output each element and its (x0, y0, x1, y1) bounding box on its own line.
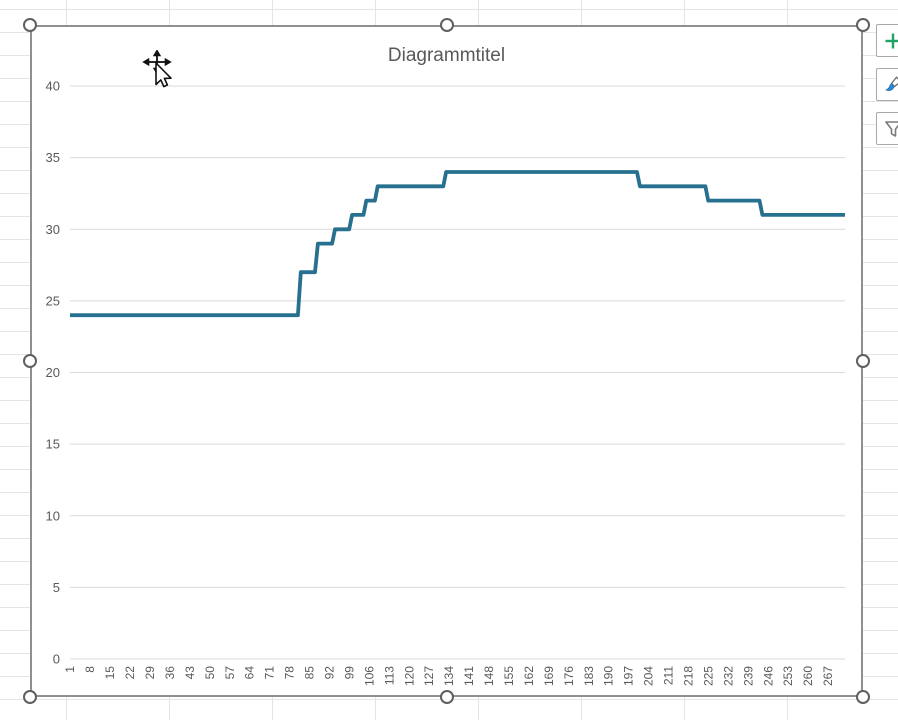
y-axis-tick-label: 15 (46, 437, 60, 452)
x-axis-tick-label: 8 (83, 666, 97, 673)
chart-filters-button[interactable] (876, 112, 898, 145)
x-axis-tick-label: 176 (562, 666, 576, 686)
resize-handle-top-right[interactable] (856, 18, 870, 32)
x-axis-tick-label: 15 (103, 666, 117, 680)
x-axis-tick-label: 246 (761, 666, 775, 686)
x-axis-tick-label: 148 (482, 666, 496, 686)
x-axis-tick-label: 71 (263, 666, 277, 680)
x-axis-tick-label: 36 (163, 666, 177, 680)
x-axis-tick-label: 43 (183, 666, 197, 680)
chart-title[interactable]: Diagrammtitel (387, 45, 506, 66)
x-axis-tick-label: 211 (662, 666, 676, 685)
x-axis-tick-label: 1 (63, 666, 77, 673)
x-axis-tick-label: 239 (741, 666, 755, 686)
x-axis-tick-label: 204 (642, 666, 656, 686)
resize-handle-middle-right[interactable] (856, 354, 870, 368)
x-axis-tick-label: 22 (123, 666, 137, 680)
x-axis-tick-label: 253 (781, 666, 795, 686)
x-axis-tick-label: 85 (303, 666, 317, 680)
brush-icon (884, 76, 898, 91)
x-axis-tick-label: 225 (701, 666, 715, 686)
plot-area[interactable]: 0 5 10 15 20 25 30 35 40 1 8 15 22 29 36 43 50 57 64 71 78 85… (32, 27, 865, 699)
chart-elements-button[interactable] (876, 24, 898, 57)
x-axis-tick-label: 232 (721, 666, 735, 686)
resize-handle-bottom-right[interactable] (856, 690, 870, 704)
resize-handle-top-left[interactable] (23, 18, 37, 32)
resize-handle-middle-left[interactable] (23, 354, 37, 368)
series-line[interactable] (70, 170, 845, 318)
x-axis-tick-label: 92 (323, 666, 337, 680)
x-axis-tick-label: 197 (622, 666, 636, 686)
x-axis-tick-label: 50 (203, 666, 217, 680)
y-axis-tick-label: 25 (46, 293, 60, 308)
x-axis-tick-label: 190 (602, 666, 616, 686)
x-axis-tick-label: 64 (243, 666, 257, 680)
y-axis-tick-label: 10 (46, 508, 60, 523)
x-axis-tick-label: 267 (821, 666, 835, 686)
plus-icon (885, 33, 898, 48)
y-axis-tick-label: 0 (53, 652, 60, 667)
x-axis-tick-label: 134 (442, 666, 456, 686)
x-axis-tick-label: 78 (283, 666, 297, 680)
funnel-icon (884, 120, 898, 137)
x-axis-tick-label: 260 (801, 666, 815, 686)
move-cursor-icon (142, 50, 172, 88)
y-axis-tick-label: 30 (46, 222, 60, 237)
chart-styles-button[interactable] (876, 68, 898, 101)
y-axis-tick-label: 35 (46, 150, 60, 165)
resize-handle-bottom-left[interactable] (23, 690, 37, 704)
x-axis-tick-label: 29 (143, 666, 157, 680)
y-axis-tick-label: 40 (46, 79, 60, 94)
x-axis-tick-label: 120 (402, 666, 416, 686)
y-axis-tick-label: 5 (53, 580, 60, 595)
resize-handle-top-center[interactable] (440, 18, 454, 32)
x-axis-tick-label: 169 (542, 666, 556, 686)
x-axis-tick-label: 218 (682, 666, 696, 686)
x-axis-tick-label: 99 (342, 666, 356, 680)
chart-object[interactable]: 0 5 10 15 20 25 30 35 40 1 8 15 22 29 36 43 50 57 64 71 78 85… (30, 25, 863, 697)
x-axis-tick-label: 127 (422, 666, 436, 686)
resize-handle-bottom-center[interactable] (440, 690, 454, 704)
x-axis-tick-label: 106 (362, 666, 376, 686)
x-axis-tick-label: 141 (462, 666, 476, 686)
x-axis-tick-label: 57 (223, 666, 237, 680)
x-axis-tick-label: 155 (502, 666, 516, 686)
x-axis-tick-label: 183 (582, 666, 596, 686)
x-axis-tick-label: 162 (522, 666, 536, 686)
y-axis-tick-label: 20 (46, 365, 60, 380)
x-axis-tick-label: 113 (382, 666, 396, 685)
